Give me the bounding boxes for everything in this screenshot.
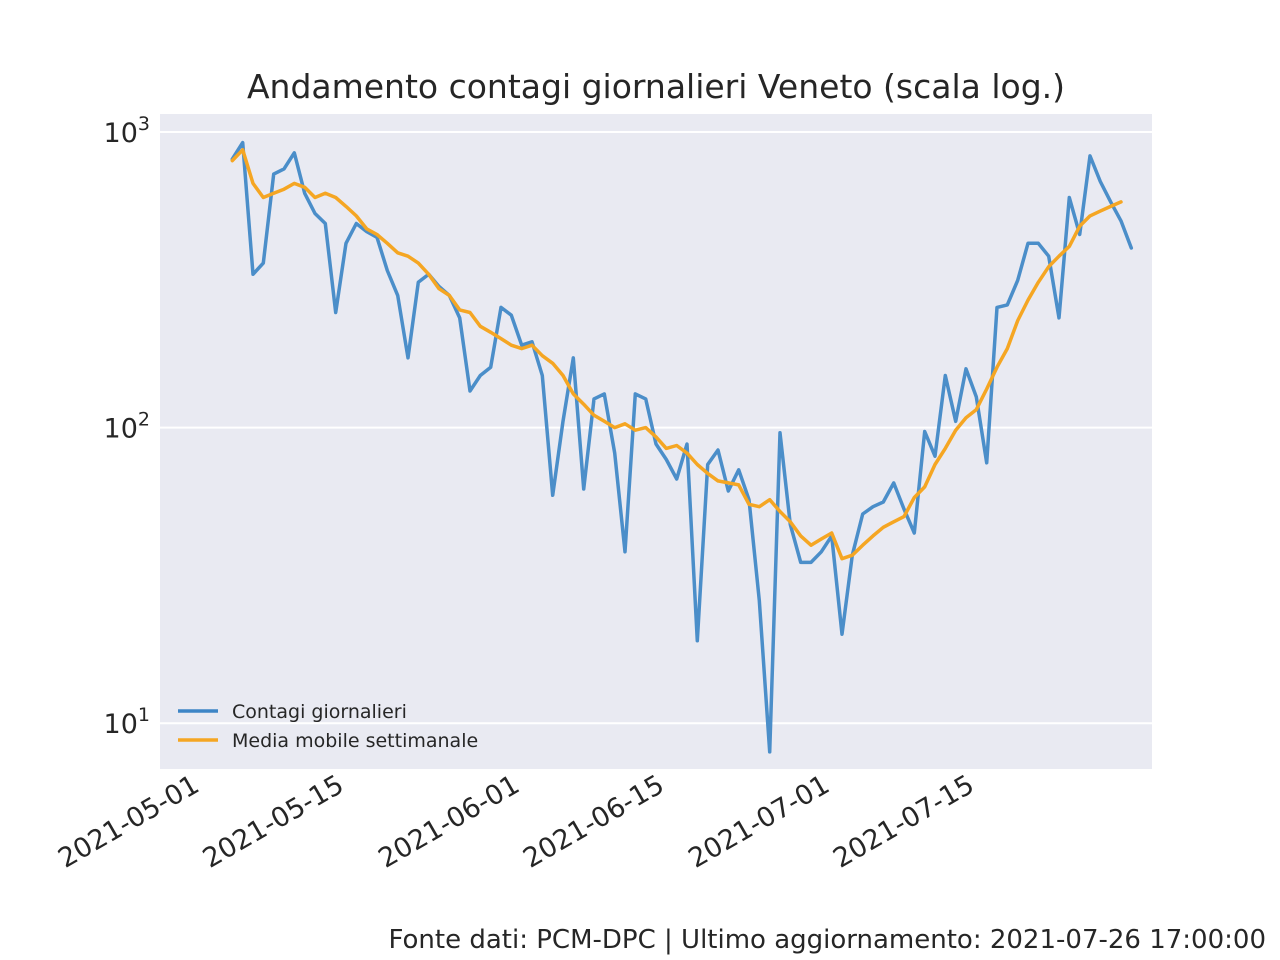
legend-label-contagi: Contagi giornalieri (232, 701, 407, 723)
x-tick-label: 2021-07-15 (828, 769, 979, 874)
x-tick-label: 2021-07-01 (683, 769, 834, 874)
x-tick-label: 2021-05-15 (198, 769, 349, 874)
legend-label-media: Media mobile settimanale (232, 730, 478, 752)
y-tick-exponent: 1 (138, 704, 150, 726)
y-tick-label: 102 (104, 409, 150, 445)
x-tick-label: 2021-06-01 (373, 769, 524, 874)
y-tick-label: 101 (104, 704, 150, 740)
legend: Contagi giornalieri Media mobile settima… (178, 701, 478, 752)
source-footer: Fonte dati: PCM-DPC | Ultimo aggiornamen… (388, 925, 1267, 955)
y-tick-label: 103 (104, 113, 150, 149)
y-tick-base: 10 (104, 414, 138, 445)
y-tick-base: 10 (104, 709, 138, 740)
series-line-contagi (230, 140, 1134, 754)
y-tick-base: 10 (104, 118, 138, 149)
series-lines (230, 140, 1134, 754)
x-tick-label: 2021-05-01 (53, 769, 204, 874)
grid-lines (160, 130, 1152, 725)
y-tick-exponent: 3 (138, 113, 150, 135)
chart-title: Andamento contagi giornalieri Veneto (sc… (247, 67, 1065, 106)
x-tick-label: 2021-06-15 (518, 769, 669, 874)
y-tick-exponent: 2 (138, 409, 150, 431)
series-line-media (230, 148, 1123, 561)
